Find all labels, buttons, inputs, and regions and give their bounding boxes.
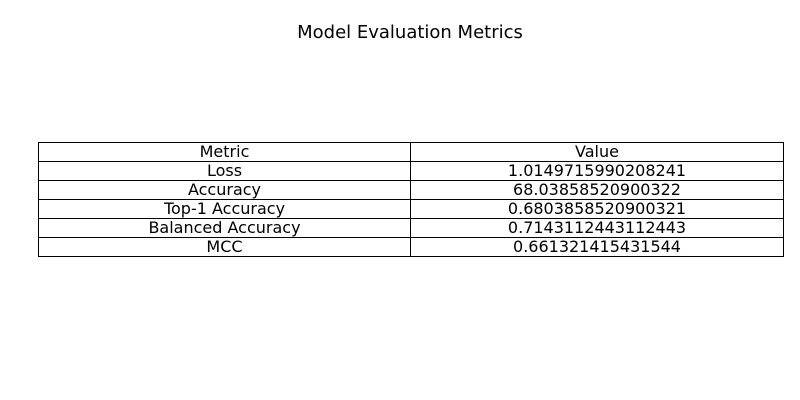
value-cell: 0.7143112443112443 <box>410 218 784 238</box>
table-row: Accuracy 68.03858520900322 <box>38 180 784 200</box>
metric-cell: Top-1 Accuracy <box>38 199 411 219</box>
table-row: Balanced Accuracy 0.7143112443112443 <box>38 218 784 238</box>
table-row: MCC 0.661321415431544 <box>38 237 784 257</box>
metric-cell: Accuracy <box>38 180 411 200</box>
table-header-row: Metric Value <box>38 142 784 162</box>
metric-cell: Loss <box>38 161 411 181</box>
value-cell: 1.0149715990208241 <box>410 161 784 181</box>
value-cell: 68.03858520900322 <box>410 180 784 200</box>
metrics-table: Metric Value Loss 1.0149715990208241 Acc… <box>38 142 784 257</box>
metric-cell: MCC <box>38 237 411 257</box>
table-row: Top-1 Accuracy 0.6803858520900321 <box>38 199 784 219</box>
table-row: Loss 1.0149715990208241 <box>38 161 784 181</box>
value-cell: 0.6803858520900321 <box>410 199 784 219</box>
value-column-header: Value <box>410 142 784 162</box>
metric-column-header: Metric <box>38 142 411 162</box>
chart-title: Model Evaluation Metrics <box>297 22 523 43</box>
metric-cell: Balanced Accuracy <box>38 218 411 238</box>
value-cell: 0.661321415431544 <box>410 237 784 257</box>
